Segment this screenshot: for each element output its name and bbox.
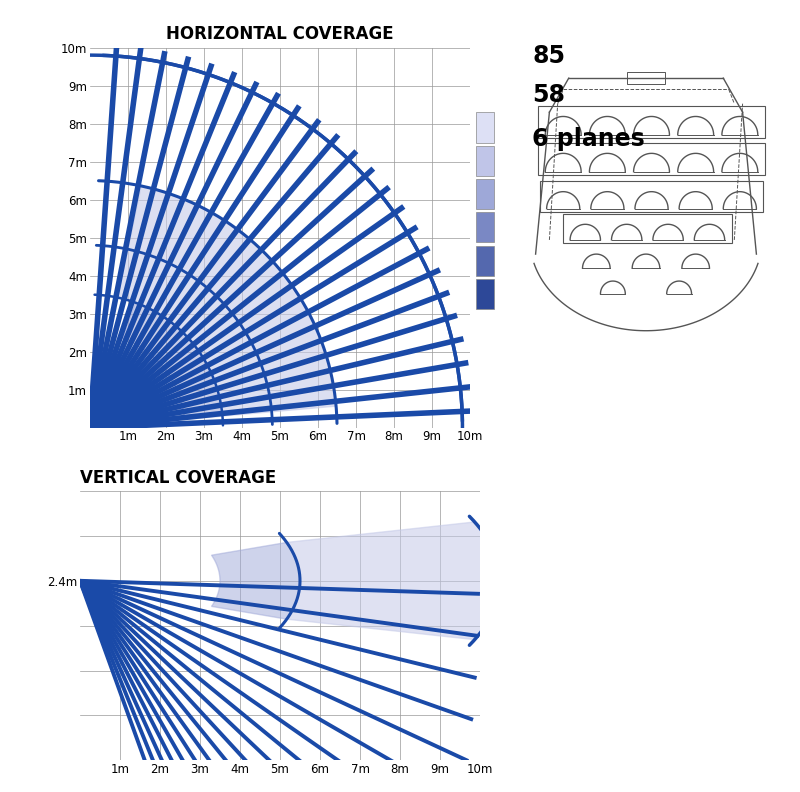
Bar — [538, 143, 765, 175]
Title: HORIZONTAL COVERAGE: HORIZONTAL COVERAGE — [166, 25, 394, 44]
Bar — [563, 214, 731, 243]
Polygon shape — [286, 522, 500, 640]
Polygon shape — [211, 543, 300, 619]
Bar — [626, 73, 666, 84]
Bar — [538, 106, 765, 139]
Text: 6 planes: 6 planes — [532, 127, 645, 150]
Text: VERTICAL COVERAGE: VERTICAL COVERAGE — [80, 469, 276, 487]
Polygon shape — [118, 186, 336, 416]
Polygon shape — [118, 345, 185, 423]
Text: 58: 58 — [532, 83, 565, 107]
Bar — [540, 181, 763, 212]
Text: 85: 85 — [532, 44, 565, 67]
Polygon shape — [122, 303, 222, 420]
